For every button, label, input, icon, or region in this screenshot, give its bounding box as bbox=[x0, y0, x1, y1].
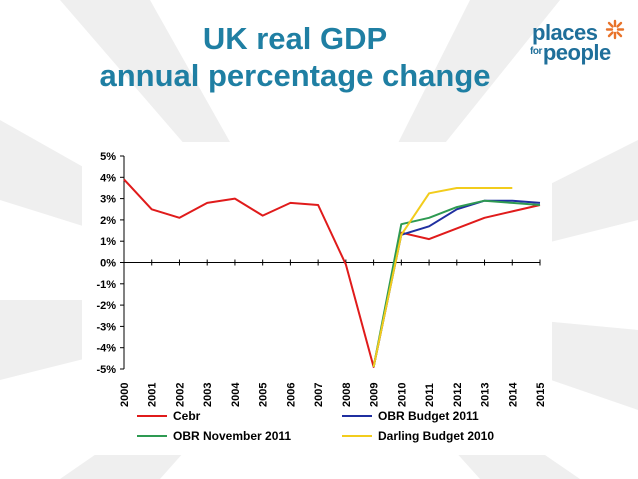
x-tick-label: 2011 bbox=[424, 383, 436, 407]
title-line-2: annual percentage change bbox=[99, 58, 491, 93]
y-tick-label: -4% bbox=[96, 343, 116, 355]
x-tick-label: 2015 bbox=[535, 383, 547, 407]
chart-legend: Cebr OBR Budget 2011 OBR November 2011 Darl… bbox=[137, 409, 494, 443]
series-line-obr-november-2011 bbox=[372, 199, 541, 368]
y-tick-label: 1% bbox=[100, 236, 116, 248]
series-line-obr-budget-2011 bbox=[372, 199, 541, 368]
x-tick-label: 2014 bbox=[507, 382, 519, 407]
legend-label-cebr: Cebr bbox=[173, 409, 201, 423]
y-tick-label: -3% bbox=[96, 321, 116, 333]
x-tick-label: 2002 bbox=[174, 383, 186, 407]
places-for-people-logo: places forpeople bbox=[520, 14, 632, 74]
y-tick-label: 5% bbox=[100, 151, 116, 163]
x-tick-label: 2003 bbox=[202, 383, 214, 407]
y-tick-label: -5% bbox=[96, 364, 116, 376]
legend-label-darling-budget-2010: Darling Budget 2010 bbox=[378, 429, 494, 443]
y-tick-label: 4% bbox=[100, 172, 116, 184]
y-tick-label: 2% bbox=[100, 215, 116, 227]
logo-text-small: for bbox=[530, 46, 542, 57]
x-tick-label: 2006 bbox=[285, 383, 297, 407]
y-tick-label: -2% bbox=[96, 300, 116, 312]
y-tick-label: 3% bbox=[100, 194, 116, 206]
x-tick-label: 2007 bbox=[313, 383, 325, 407]
title-line-1: UK real GDP bbox=[202, 21, 388, 56]
x-tick-label: 2004 bbox=[230, 382, 242, 407]
legend-label-obr-november-2011: OBR November 2011 bbox=[173, 429, 291, 443]
x-tick-label: 2008 bbox=[341, 383, 353, 407]
chart-panel: 5% 4% 3% 2% 1% 0% -1% -2% -3% -4% -5% 2000 2001 2002… bbox=[82, 142, 552, 455]
x-tick-label: 2001 bbox=[147, 383, 159, 407]
series-line-cebr bbox=[123, 178, 541, 368]
series-line-darling-budget-2010 bbox=[372, 187, 513, 368]
series-lines bbox=[123, 178, 541, 368]
slide-title: UK real GDP annual percentage change bbox=[60, 20, 530, 94]
x-tick-label: 2000 bbox=[119, 383, 131, 407]
logo-text-top: places bbox=[532, 20, 598, 45]
x-tick-label: 2010 bbox=[396, 383, 408, 407]
logo-text-people: people bbox=[542, 40, 611, 65]
x-tick-label: 2009 bbox=[369, 383, 381, 407]
x-tick-label: 2012 bbox=[452, 383, 464, 407]
y-tick-label: 0% bbox=[100, 258, 116, 270]
logo-text-bottom: forpeople bbox=[530, 40, 611, 66]
y-tick-label: -1% bbox=[96, 279, 116, 291]
x-tick-label: 2005 bbox=[258, 383, 270, 407]
x-axis-ticks: 2000 2001 2002 2003 2004 2005 2006 2007 2008 2009… bbox=[119, 259, 547, 407]
starburst-icon bbox=[605, 19, 625, 40]
y-axis-ticks: 5% 4% 3% 2% 1% 0% -1% -2% -3% -4% -5% bbox=[96, 151, 124, 376]
gdp-line-chart: 5% 4% 3% 2% 1% 0% -1% -2% -3% -4% -5% 2000 2001 2002… bbox=[96, 151, 547, 443]
x-tick-label: 2013 bbox=[480, 383, 492, 407]
legend-label-obr-budget-2011: OBR Budget 2011 bbox=[378, 409, 479, 423]
